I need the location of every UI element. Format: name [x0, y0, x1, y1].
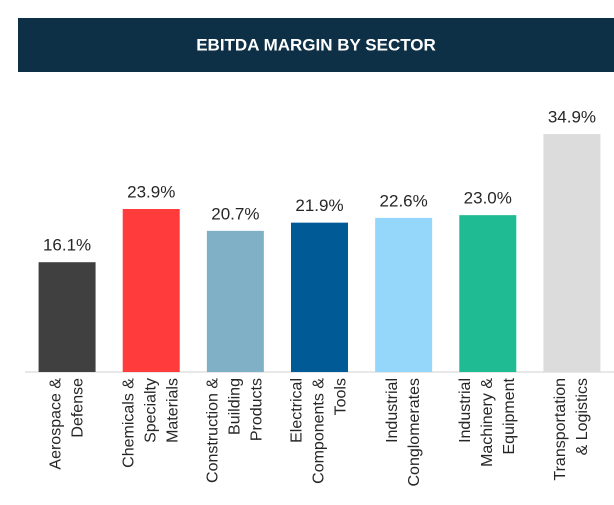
bar: [122, 209, 180, 372]
x-tick-label: Specialty: [142, 378, 159, 443]
x-tick-label: Machinery &: [479, 378, 496, 467]
x-tick-label: Materials: [164, 378, 181, 443]
chart-title: EBITDA MARGIN BY SECTOR: [196, 35, 436, 54]
bar: [459, 215, 517, 372]
x-tick-label: Components &: [311, 378, 328, 484]
bar: [38, 262, 96, 372]
x-tick-label: Industrial: [384, 378, 401, 443]
bar: [375, 217, 433, 372]
x-tick-label: Chemicals &: [120, 378, 137, 468]
x-tick-label: Tools: [333, 378, 350, 415]
x-tick-label: Aerospace &: [47, 378, 64, 470]
x-tick-label: Transportation: [552, 378, 569, 481]
x-tick-label: Products: [249, 378, 266, 441]
x-tick-label: Building: [227, 378, 244, 435]
bar: [543, 134, 601, 372]
x-tick-label: Industrial: [457, 378, 474, 443]
value-label: 23.9%: [127, 182, 175, 201]
value-label: 34.9%: [548, 107, 596, 126]
x-tick-label: & Logistics: [574, 378, 591, 455]
x-tick-label: Equipment: [501, 377, 518, 454]
value-label: 20.7%: [211, 204, 259, 223]
bar: [206, 230, 264, 372]
x-tick-label: Conglomerates: [406, 378, 423, 487]
bar: [291, 222, 348, 372]
x-tick-label: Electrical: [289, 378, 306, 443]
value-label: 21.9%: [295, 196, 343, 215]
x-tick-label: Defense: [69, 378, 86, 438]
value-label: 22.6%: [380, 191, 428, 210]
value-label: 16.1%: [43, 236, 91, 255]
value-label: 23.0%: [464, 189, 512, 208]
title-banner: [18, 18, 614, 72]
x-tick-label: Construction &: [205, 378, 222, 483]
